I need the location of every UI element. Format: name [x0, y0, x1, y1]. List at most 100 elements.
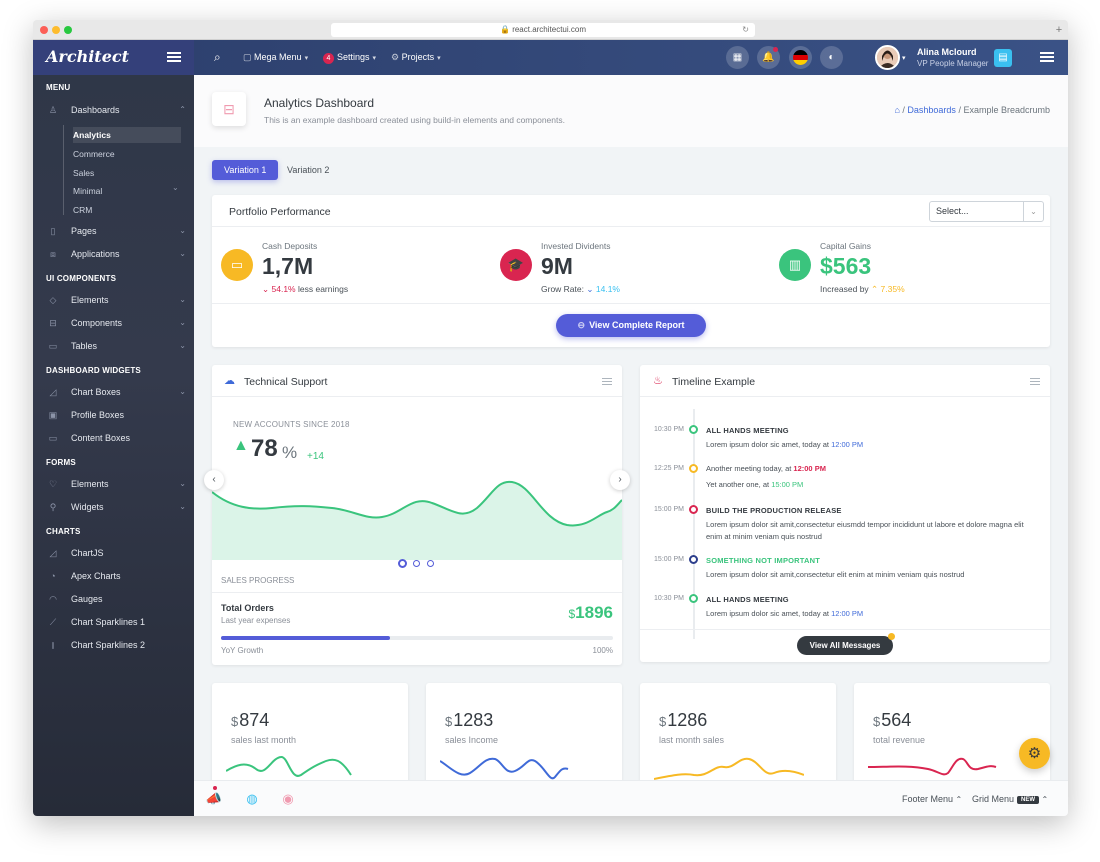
sidebar-subitem-minimal[interactable]: Minimal	[73, 186, 103, 196]
sidebar-item-sparklines-1[interactable]: ⟋ Chart Sparklines 1	[46, 613, 186, 631]
view-report-button[interactable]: ⊖ View Complete Report	[556, 314, 706, 337]
user-avatar[interactable]	[875, 45, 900, 70]
metric-footer: ⌄ 54.1% less earnings	[262, 284, 348, 295]
menu-icon[interactable]	[602, 378, 612, 385]
home-icon[interactable]: ⌂	[894, 105, 900, 115]
portfolio-select[interactable]: Select... ⌄	[929, 201, 1044, 222]
chevron-left-icon[interactable]: ‹	[204, 470, 224, 490]
tab-variation-2[interactable]: Variation 2	[287, 165, 330, 175]
timeline-highlight: 12:00 PM	[831, 440, 864, 449]
sparkline	[654, 757, 804, 780]
bank-icon: ▥	[779, 249, 811, 281]
sidebar-item-pages[interactable]: ▯ Pages ⌄	[46, 222, 186, 240]
sidebar-item-tables[interactable]: ▭ Tables ⌄	[46, 337, 186, 355]
sidebar-subitem-analytics[interactable]: Analytics	[73, 127, 181, 143]
sidebar-item-elements[interactable]: ◇ Elements ⌄	[46, 291, 186, 309]
carousel-dot[interactable]	[427, 560, 434, 567]
app-logo[interactable]: Architect	[46, 47, 129, 66]
breadcrumb-dashboards[interactable]: Dashboards	[907, 105, 956, 115]
grid-apps-icon[interactable]: ▦	[726, 46, 749, 69]
chevron-down-icon[interactable]: ▾	[902, 55, 906, 62]
bottle-icon: ♨	[653, 375, 663, 387]
settings-link[interactable]: 4 Settings ▾	[323, 40, 376, 75]
sidebar-item-apex-charts[interactable]: ◔ Apex Charts	[46, 567, 186, 585]
grid-menu-link[interactable]: Grid Menu NEW ⌃	[972, 794, 1048, 804]
address-bar[interactable]: 🔒 react.architectui.com ↻	[331, 23, 755, 37]
chevron-down-icon: ⌄	[179, 249, 186, 258]
timeline-time: 15:00 PM	[654, 556, 684, 563]
search-icon[interactable]: ⌕	[214, 50, 221, 64]
mega-menu-link[interactable]: ▢ Mega Menu ▾	[243, 40, 308, 75]
yoy-progress-track	[221, 636, 613, 640]
sidebar-toggle-icon[interactable]	[167, 52, 181, 62]
mega-menu-label: Mega Menu	[254, 52, 302, 62]
accounts-pct: 78	[251, 435, 278, 462]
chevron-down-icon: ⌄	[179, 295, 186, 304]
technical-support-card: ☁ Technical Support NEW ACCOUNTS SINCE 2…	[204, 365, 630, 665]
tab-variation-1[interactable]: Variation 1	[212, 160, 279, 180]
yoy-pct: 100%	[592, 646, 613, 655]
sidebar-item-dashboards[interactable]: ♙ Dashboards ⌃	[46, 101, 186, 119]
carousel-dot-active[interactable]	[398, 559, 407, 568]
carousel-dot[interactable]	[413, 560, 420, 567]
sidebar-item-label: Pages	[71, 226, 97, 236]
sidebar-item-gauges[interactable]: ◠ Gauges	[46, 590, 186, 608]
timeline-dot	[689, 464, 698, 473]
maximize-window-dot[interactable]	[64, 26, 72, 34]
sidebar-item-components[interactable]: ⊟ Components ⌄	[46, 314, 186, 332]
sidebar-item-chartjs[interactable]: ◿ ChartJS	[46, 544, 186, 562]
select-value: Select...	[936, 206, 969, 216]
sidebar-item-applications[interactable]: ⧈ Applications ⌄	[46, 245, 186, 263]
orders-currency: $	[568, 607, 576, 621]
portfolio-card: Portfolio Performance Select... ⌄ ▭ Cash…	[212, 195, 1050, 347]
laptop-icon: ▭	[221, 249, 253, 281]
sidebar-heading-ui: UI COMPONENTS	[46, 274, 117, 283]
diamond-icon: ◇	[49, 295, 57, 305]
sidebar-item-label: Apex Charts	[71, 571, 121, 581]
settings-gear-icon[interactable]: ⚙	[1019, 738, 1050, 769]
target-icon[interactable]: ◉	[282, 791, 294, 806]
notifications-bell-icon[interactable]: 🔔	[757, 46, 780, 69]
sidebar-item-content-boxes[interactable]: ▭ Content Boxes	[46, 429, 186, 447]
arrow-down-icon: ⌄	[262, 284, 270, 294]
megaphone-icon[interactable]: 📣	[205, 791, 223, 806]
language-flag-icon[interactable]	[789, 46, 812, 69]
calendar-icon[interactable]: ▤	[994, 49, 1012, 67]
sidebar-item-sparklines-2[interactable]: ⫾ Chart Sparklines 2	[46, 636, 186, 654]
chevron-down-icon: ⌄	[179, 502, 186, 511]
new-tab-button[interactable]: +	[1055, 24, 1063, 36]
stat-value: $1286	[659, 710, 707, 731]
stat-number: 564	[881, 710, 912, 730]
view-all-messages-button[interactable]: View All Messages	[797, 633, 895, 655]
new-accounts-label: NEW ACCOUNTS SINCE 2018	[233, 420, 350, 429]
sidebar-item-profile-boxes[interactable]: ▣ Profile Boxes	[46, 406, 186, 424]
chevron-right-icon[interactable]: ›	[610, 470, 630, 490]
gift-icon: ▢	[243, 52, 252, 62]
sidebar-item-form-widgets[interactable]: ⚲ Widgets ⌄	[46, 498, 186, 516]
settings-label: Settings	[337, 52, 370, 62]
orders-title: Total Orders	[221, 603, 274, 613]
footer-menu-link[interactable]: Footer Menu ⌃	[902, 794, 962, 804]
user-role: VP People Manager	[917, 59, 989, 68]
reload-icon[interactable]: ↻	[742, 25, 749, 34]
globe-icon[interactable]: ◍	[246, 791, 258, 806]
sidebar-item-form-elements[interactable]: ♡ Elements ⌄	[46, 475, 186, 493]
sidebar-subitem-sales[interactable]: Sales	[73, 168, 95, 178]
arrow-up-icon: ▲	[233, 437, 249, 454]
stat-label: total revenue	[873, 735, 926, 745]
menu-icon[interactable]	[1040, 52, 1054, 62]
sidebar-subitem-commerce[interactable]: Commerce	[73, 149, 115, 159]
metric-pct: 54.1%	[271, 284, 296, 294]
app-header: Architect ⌕ ▢ Mega Menu ▾ 4 Settings ▾ ⚙ Pr…	[33, 40, 1068, 75]
activity-icon[interactable]: ◐	[820, 46, 843, 69]
settings-badge: 4	[323, 53, 334, 64]
sidebar-item-chart-boxes[interactable]: ◿ Chart Boxes ⌄	[46, 383, 186, 401]
projects-link[interactable]: ⚙ Projects ▾	[391, 40, 441, 75]
page-title-bar: ⊟ Analytics Dashboard This is an example…	[194, 75, 1068, 147]
sidebar-subitem-crm[interactable]: CRM	[73, 205, 93, 215]
menu-icon[interactable]	[1030, 378, 1040, 385]
timeline-title: ALL HANDS MEETING	[706, 595, 789, 604]
breadcrumb: ⌂ / Dashboards / Example Breadcrumb	[894, 105, 1050, 115]
minimize-window-dot[interactable]	[52, 26, 60, 34]
close-window-dot[interactable]	[40, 26, 48, 34]
